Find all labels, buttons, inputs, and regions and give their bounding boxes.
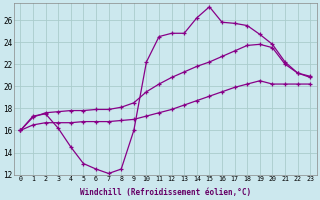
X-axis label: Windchill (Refroidissement éolien,°C): Windchill (Refroidissement éolien,°C) bbox=[80, 188, 251, 197]
